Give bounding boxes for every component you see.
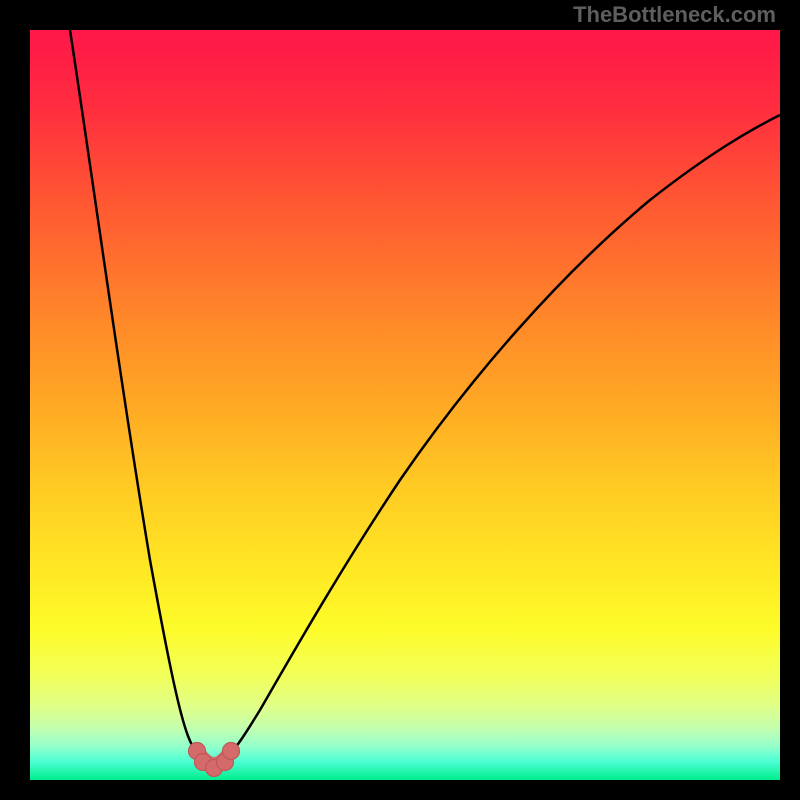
minimum-marker-dot bbox=[223, 743, 240, 760]
outer-frame: TheBottleneck.com bbox=[0, 0, 800, 800]
gradient-background bbox=[30, 30, 780, 780]
plot-svg bbox=[30, 30, 780, 780]
watermark-text: TheBottleneck.com bbox=[573, 2, 776, 28]
plot-area bbox=[30, 30, 780, 780]
